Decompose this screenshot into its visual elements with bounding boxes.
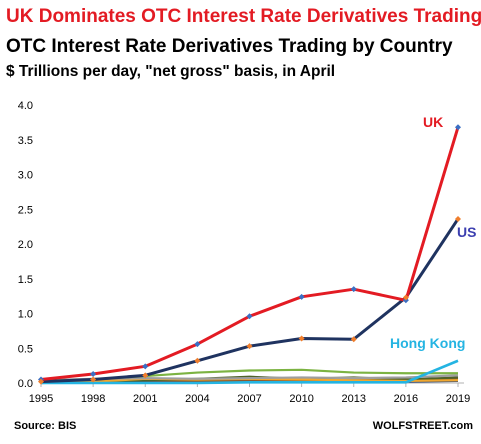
data-point xyxy=(350,336,357,343)
x-tick-label: 2010 xyxy=(289,393,313,405)
x-tick-label: 2013 xyxy=(342,393,366,405)
data-point xyxy=(350,286,357,293)
data-point xyxy=(402,294,409,301)
x-tick-label: 2016 xyxy=(394,393,418,405)
data-point xyxy=(298,293,305,300)
x-tick-label: 2001 xyxy=(133,393,157,405)
data-point xyxy=(142,372,149,379)
data-point xyxy=(246,313,253,320)
data-point xyxy=(38,378,44,385)
x-tick-label: 1995 xyxy=(29,393,53,405)
y-tick-label: 2.0 xyxy=(18,239,33,251)
chart-axes: 0.0 0.5 1.0 1.5 2.0 2.5 3.0 3.5 4.0 1995 1998 2001 2… xyxy=(18,100,471,405)
data-point xyxy=(194,357,201,364)
data-point xyxy=(298,335,305,342)
y-tick-label: 2.5 xyxy=(18,204,33,216)
y-tick-label: 3.0 xyxy=(18,170,33,182)
y-tick-label: 4.0 xyxy=(18,100,33,112)
x-tick-label: 2004 xyxy=(185,393,209,405)
data-point xyxy=(455,124,461,131)
series-label: UK xyxy=(423,114,443,130)
series-line xyxy=(41,359,459,385)
y-tick-label: 1.0 xyxy=(18,309,33,321)
y-tick-label: 1.5 xyxy=(18,274,33,286)
source-note: Source: BIS xyxy=(14,420,77,432)
y-tick-label: 3.5 xyxy=(18,135,33,147)
data-point xyxy=(455,215,461,222)
series-line xyxy=(40,218,460,384)
chart-subtitle: $ Trillions per day, "net gross" basis, … xyxy=(6,63,336,80)
x-tick-label: 2019 xyxy=(446,393,470,405)
x-tick-label: 1998 xyxy=(81,393,105,405)
data-point xyxy=(246,343,253,350)
data-point xyxy=(142,363,149,370)
y-tick-label: 0.0 xyxy=(18,378,33,390)
x-tick-label: 2007 xyxy=(237,393,261,405)
headline: UK Dominates OTC Interest Rate Derivativ… xyxy=(6,6,481,27)
chart-title: OTC Interest Rate Derivatives Trading by… xyxy=(6,36,453,57)
series-labels: UK US Hong Kong xyxy=(390,114,476,351)
series-label: US xyxy=(457,224,476,240)
data-point xyxy=(90,376,97,383)
data-point xyxy=(90,370,97,377)
brand-credit: WOLFSTREET.com xyxy=(372,420,473,432)
series-label: Hong Kong xyxy=(390,335,465,351)
data-point xyxy=(194,341,201,348)
chart-series xyxy=(38,124,461,385)
y-tick-label: 0.5 xyxy=(18,343,33,355)
